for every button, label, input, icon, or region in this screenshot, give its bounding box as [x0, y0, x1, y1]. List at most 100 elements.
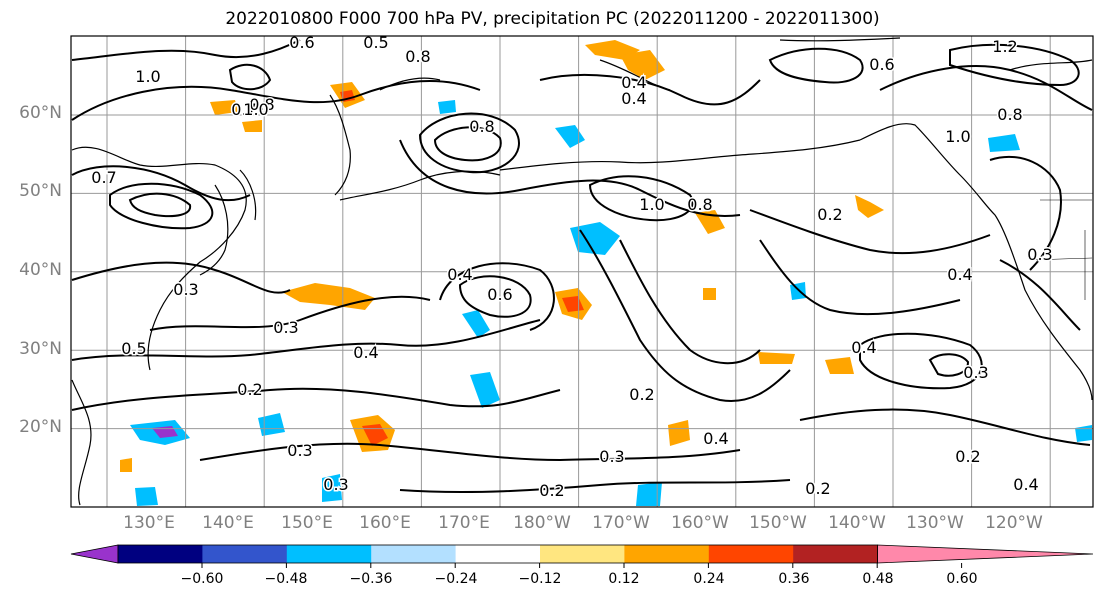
pv-contour-line — [949, 43, 1080, 87]
pv-contour-line — [579, 229, 791, 402]
contour-label: 0.4 — [621, 73, 646, 92]
longitude-label: 170°E — [438, 513, 490, 533]
contour-label: 0.6 — [289, 33, 314, 52]
colorbar-outline — [117, 544, 878, 564]
pv-contour-line — [128, 192, 192, 218]
pv-contour-line — [399, 139, 741, 217]
pv-contour-line — [149, 295, 431, 331]
pv-contour-line — [71, 319, 541, 361]
pv-contour-line — [759, 239, 961, 316]
colorbar-segment — [202, 545, 288, 563]
longitude-label: 150°W — [749, 513, 807, 533]
colorbar-segment — [455, 545, 541, 563]
contour-label: 0.7 — [231, 100, 256, 119]
positive-anomaly-patch — [210, 100, 238, 115]
coastline — [379, 77, 441, 91]
longitude-label: 120°W — [985, 513, 1043, 533]
contour-label: 0.8 — [249, 95, 274, 114]
negative-anomaly-patch — [135, 487, 158, 506]
contour-label: 0.2 — [817, 205, 842, 224]
pv-contour-line — [458, 275, 532, 318]
map-frame — [70, 35, 1094, 508]
negative-anomaly-patch — [322, 474, 342, 502]
colorbar-tick-label: 0.12 — [608, 571, 640, 587]
contour-label: 0.4 — [703, 429, 728, 448]
negative-anomaly-patch — [258, 413, 285, 436]
colorbar-segment — [708, 545, 794, 563]
contour-label: 0.8 — [405, 47, 430, 66]
negative-anomaly-patch — [570, 222, 620, 255]
map-title: 2022010800 F000 700 hPa PV, precipitatio… — [225, 9, 880, 29]
pv-contour-line — [588, 175, 694, 222]
contour-label: 0.4 — [447, 265, 472, 284]
colorbar-tick-label: 0.60 — [946, 571, 978, 587]
positive-anomaly-patch — [668, 420, 690, 446]
pv-contour-line — [749, 209, 991, 255]
positive-anomaly-patch — [855, 195, 884, 218]
coastline — [71, 146, 247, 371]
colorbar-extend-low — [70, 544, 119, 564]
colorbar-segment — [793, 545, 879, 563]
state-border — [1029, 257, 1093, 261]
positive-anomaly-patch — [703, 288, 716, 300]
coastline — [859, 123, 1093, 401]
pv-contour-line — [619, 239, 761, 365]
pv-contours — [71, 39, 1093, 494]
pv-contour-line — [71, 79, 481, 121]
coastline — [1009, 59, 1093, 71]
coastlines — [71, 37, 1093, 506]
negative-anomaly-patch — [988, 134, 1020, 152]
contour-label: 0.7 — [91, 168, 116, 187]
positive-anomaly-patch — [242, 120, 262, 132]
contour-label: 0.4 — [947, 265, 972, 284]
pv-contour-line — [418, 112, 520, 174]
contour-label: 0.8 — [469, 117, 494, 136]
pv-contour-line — [439, 262, 555, 331]
longitude-label: 140°W — [828, 513, 886, 533]
colorbar-segment — [624, 545, 710, 563]
contour-label: 0.2 — [237, 380, 262, 399]
positive-anomaly-patch — [825, 357, 854, 374]
pv-contour-line — [109, 182, 214, 230]
longitude-label: 170°W — [592, 513, 650, 533]
coastline — [339, 170, 501, 201]
contour-label: 0.4 — [1013, 475, 1038, 494]
longitude-label: 130°E — [123, 513, 175, 533]
positive-anomaly-patch — [362, 424, 388, 446]
negative-anomaly-patch — [636, 482, 662, 506]
positive-anomaly-patch — [120, 458, 132, 472]
pv-contour-line — [999, 259, 1081, 331]
colorbar-segment — [540, 545, 625, 563]
latitude-label: 40°N — [19, 260, 62, 280]
contour-label: 0.6 — [487, 285, 512, 304]
pv-contour-line — [879, 65, 1093, 111]
positive-anomaly-patch — [620, 50, 665, 80]
longitude-label: 180°W — [513, 513, 571, 533]
positive-anomaly-patch — [758, 352, 795, 364]
contour-labels: 1.00.6 0.50.80.41.20.70.80.40.81.00.60.70… — [90, 32, 1054, 502]
pv-contour-line — [928, 353, 970, 377]
contour-label: 1.2 — [992, 37, 1017, 56]
contour-label: 0.3 — [273, 318, 298, 337]
contour-label: 0.4 — [851, 338, 876, 357]
colorbar-tick-label: −0.60 — [180, 571, 224, 587]
colorbar — [70, 544, 1094, 568]
colorbar-tick-label: −0.48 — [264, 571, 308, 587]
pv-contour-line — [799, 408, 1091, 446]
contour-label: 0.3 — [1027, 245, 1052, 264]
contour-label: 0.2 — [805, 479, 830, 498]
contour-label: 1.0 — [243, 100, 268, 119]
contour-label: 0.5 — [121, 339, 146, 358]
pv-contour-line — [433, 126, 502, 162]
pv-contour-line — [71, 387, 561, 411]
longitude-label: 130°W — [906, 513, 964, 533]
longitude-label: 150°E — [281, 513, 333, 533]
contour-label: 0.4 — [353, 343, 378, 362]
pv-contour-line — [71, 39, 301, 61]
contour-label: 0.3 — [173, 280, 198, 299]
colorbar-segment — [371, 545, 457, 563]
pv-contour-line — [859, 332, 983, 390]
pv-contour-line — [399, 479, 791, 494]
colorbar-segment — [118, 545, 203, 563]
